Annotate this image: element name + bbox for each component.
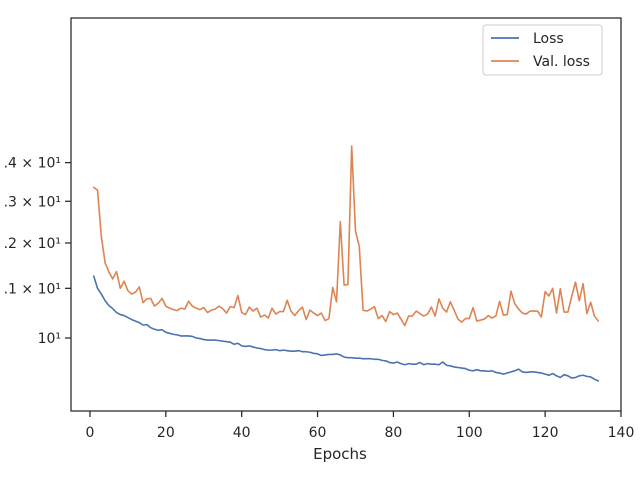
x-tick-label: 120: [532, 425, 559, 441]
x-axis: 0 20 40 60 80 100 120 140: [86, 411, 635, 441]
x-tick-label: 100: [456, 425, 483, 441]
x-tick-label: 60: [309, 425, 327, 441]
x-tick-label: 140: [608, 425, 635, 441]
y-tick-label: .2 × 10¹: [4, 236, 61, 252]
series-line-loss: [92, 275, 600, 382]
series-layer: [92, 145, 600, 382]
y-tick-label: .1 × 10¹: [4, 281, 61, 297]
x-tick-label: 0: [86, 425, 95, 441]
x-tick-label: 20: [157, 425, 175, 441]
legend: Loss Val. loss: [482, 24, 603, 76]
series-line-val-loss: [92, 145, 600, 327]
x-tick-label: 80: [384, 425, 402, 441]
y-axis: 10¹ .1 × 10¹ .2 × 10¹ .3 × 10¹ .4 × 10¹: [4, 156, 71, 347]
y-tick-label: 10¹: [38, 331, 61, 347]
x-axis-title: Epochs: [313, 445, 367, 463]
legend-label-val-loss: Val. loss: [533, 54, 590, 70]
y-tick-label: .3 × 10¹: [4, 194, 61, 210]
y-tick-label: .4 × 10¹: [4, 156, 61, 172]
legend-label-loss: Loss: [533, 31, 564, 47]
plot-frame: [70, 17, 622, 412]
x-tick-label: 40: [233, 425, 251, 441]
